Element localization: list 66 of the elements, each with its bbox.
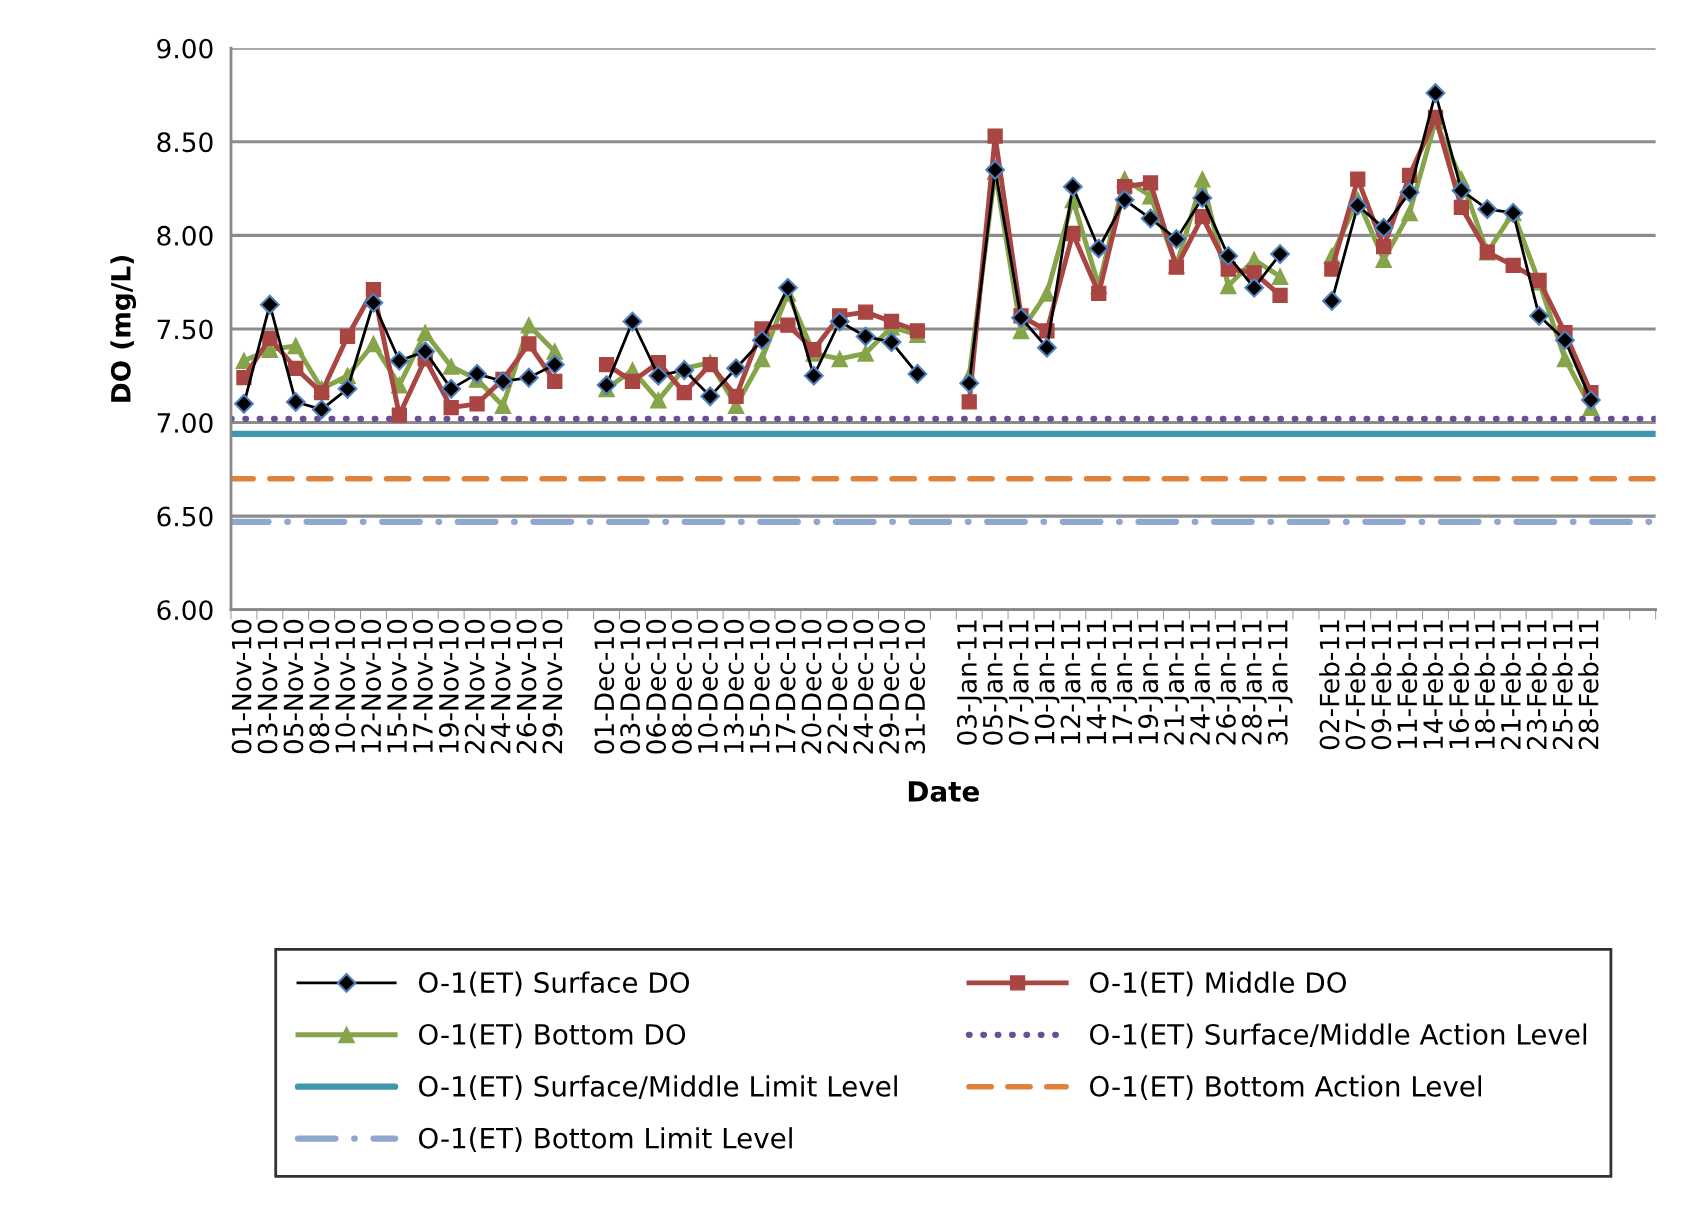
x-tick-label: 17-Dec-10	[775, 619, 796, 753]
x-tick-label: 23-Feb-11	[1526, 620, 1547, 750]
x-tick-label: 02-Feb-11	[1319, 620, 1340, 750]
x-tick-label: 06-Dec-10	[646, 619, 667, 754]
x-tick-label: 12-Jan-11	[1060, 620, 1086, 744]
legend-label: O-1(ET) Middle DO	[1089, 971, 1347, 997]
x-tick-label: 20-Dec-10	[801, 619, 822, 754]
x-tick-label: 16-Feb-11	[1448, 620, 1470, 749]
x-tick-label: 17-Jan-11	[1112, 620, 1138, 744]
x-tick-label: 05-Jan-11	[982, 620, 1008, 745]
x-tick-label: 01-Dec-10	[594, 619, 615, 754]
x-tick-label: 15-Nov-10	[387, 619, 408, 753]
y-tick-label: 8.50	[157, 132, 213, 153]
x-tick-label: 15-Dec-10	[749, 619, 770, 753]
x-tick-label: 24-Jan-11	[1190, 620, 1215, 745]
y-tick-label: 6.50	[157, 506, 213, 527]
legend-label: O-1(ET) Bottom Action Level	[1089, 1075, 1482, 1101]
x-tick-label: 01-Nov-10	[231, 619, 252, 754]
legend-label: O-1(ET) Surface DO	[418, 971, 690, 997]
y-axis-title: DO (mg/L)	[110, 255, 137, 402]
x-axis-title: Date	[908, 781, 979, 802]
x-tick-label: 19-Jan-11	[1138, 620, 1164, 744]
x-tick-label: 29-Nov-10	[542, 619, 563, 754]
x-tick-label: 03-Nov-10	[257, 619, 278, 754]
x-tick-label: 21-Feb-11	[1500, 620, 1521, 750]
x-tick-label: 26-Jan-11	[1215, 620, 1241, 745]
x-tick-label: 17-Nov-10	[412, 619, 433, 753]
x-tick-label: 31-Dec-10	[905, 619, 926, 754]
x-tick-label: 07-Feb-11	[1345, 620, 1366, 750]
x-tick-label: 22-Nov-10	[464, 619, 485, 754]
x-tick-label: 12-Nov-10	[361, 619, 382, 753]
x-tick-label: 28-Jan-11	[1241, 620, 1267, 745]
x-tick-label: 18-Feb-11	[1474, 620, 1495, 749]
legend-label: O-1(ET) Bottom Limit Level	[418, 1127, 792, 1152]
x-tick-label: 03-Dec-10	[620, 619, 641, 754]
x-tick-label: 10-Jan-11	[1034, 620, 1060, 744]
x-tick-label: 13-Dec-10	[723, 619, 744, 753]
x-tick-label: 14-Feb-11	[1422, 620, 1444, 749]
x-tick-label: 10-Nov-10	[335, 619, 356, 753]
y-tick-label: 6.00	[157, 600, 213, 621]
y-tick-label: 9.00	[157, 38, 213, 59]
x-tick-label: 28-Feb-11	[1578, 620, 1599, 750]
x-tick-label: 14-Jan-11	[1086, 620, 1112, 744]
x-tick-label: 08-Nov-10	[309, 619, 330, 754]
y-tick-label: 7.50	[157, 319, 213, 340]
x-tick-label: 25-Feb-11	[1552, 620, 1573, 750]
x-tick-label: 22-Dec-10	[827, 619, 848, 754]
y-tick-label: 8.00	[157, 225, 213, 246]
x-tick-label: 11-Feb-11	[1396, 620, 1418, 749]
x-tick-label: 24-Dec-10	[853, 619, 874, 754]
x-tick-label: 09-Feb-11	[1370, 620, 1392, 750]
y-tick-label: 7.00	[157, 412, 213, 433]
x-tick-label: 31-Jan-11	[1267, 620, 1293, 745]
x-tick-label: 05-Nov-10	[283, 619, 304, 754]
x-tick-label: 10-Dec-10	[697, 619, 718, 753]
x-tick-label: 29-Dec-10	[879, 619, 900, 754]
x-tick-label: 21-Jan-11	[1164, 620, 1190, 745]
x-tick-label: 24-Nov-10	[490, 619, 511, 754]
x-tick-label: 19-Nov-10	[438, 619, 459, 753]
legend-label: O-1(ET) Surface/Middle Limit Level	[418, 1075, 897, 1101]
x-tick-label: 26-Nov-10	[516, 619, 537, 754]
x-tick-label: 08-Dec-10	[671, 619, 692, 754]
legend-label: O-1(ET) Surface/Middle Action Level	[1089, 1023, 1587, 1049]
x-tick-label: 07-Jan-11	[1008, 620, 1034, 745]
legend-label: O-1(ET) Bottom DO	[418, 1023, 686, 1049]
x-tick-label: 03-Jan-11	[956, 620, 982, 745]
